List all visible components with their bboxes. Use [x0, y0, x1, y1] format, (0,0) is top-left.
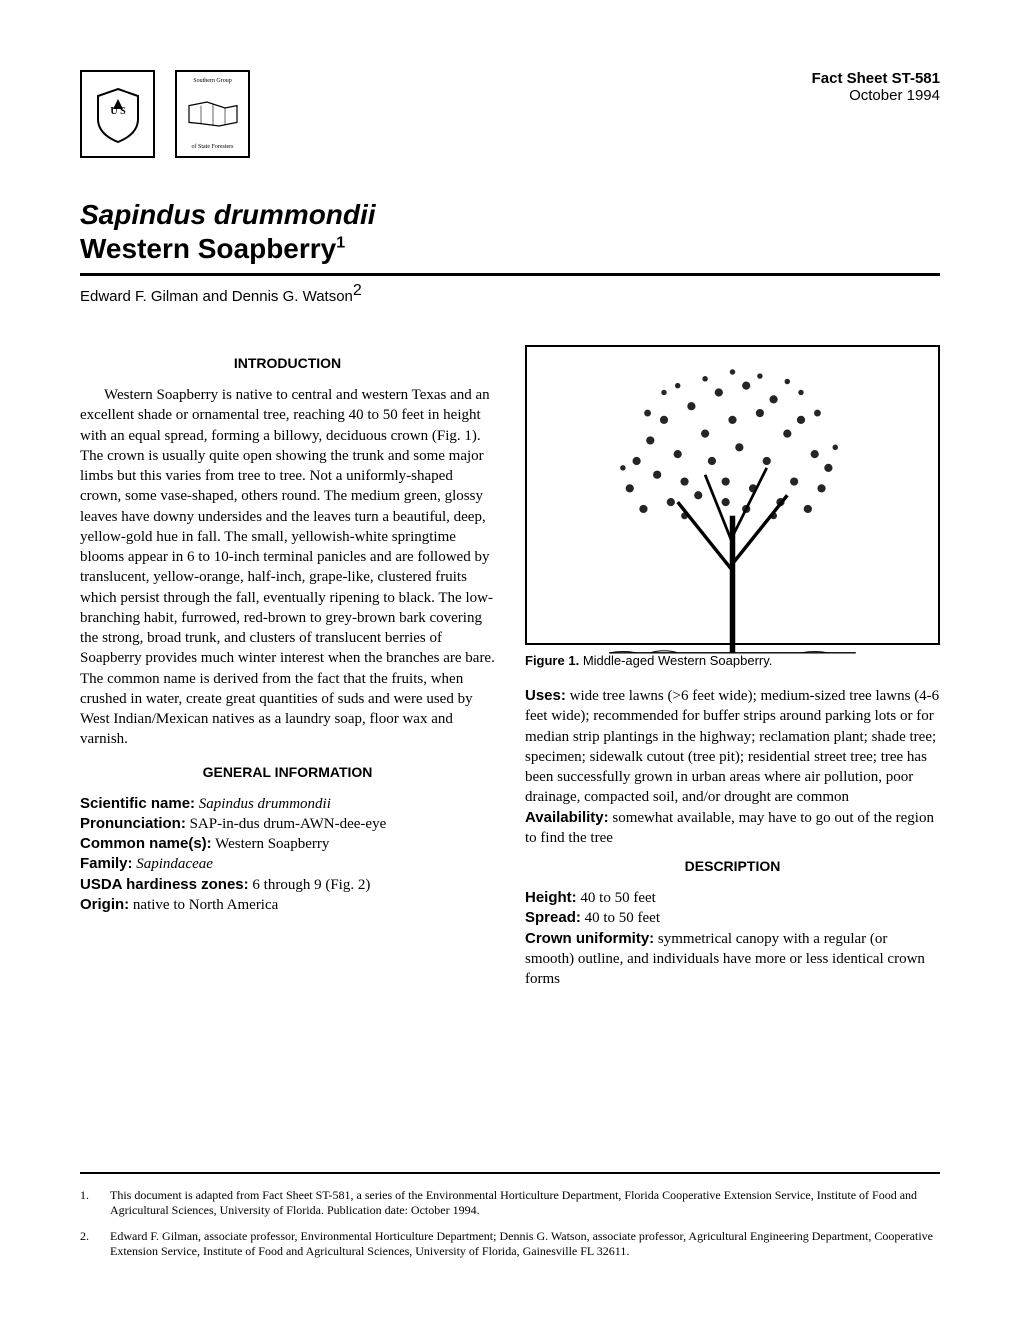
- scientific-name-label: Scientific name:: [80, 795, 195, 812]
- usda-zones-value: 6 through 9 (Fig. 2): [252, 877, 370, 893]
- scientific-name-value: Sapindus drummondii: [199, 796, 331, 812]
- introduction-paragraph: Western Soapberry is native to central a…: [80, 385, 495, 750]
- usda-zones-line: USDA hardiness zones: 6 through 9 (Fig. …: [80, 875, 495, 895]
- authors-line: Edward F. Gilman and Dennis G. Watson2: [80, 282, 940, 305]
- availability-line: Availability: somewhat available, may ha…: [525, 808, 940, 849]
- map-icon: [183, 84, 243, 144]
- common-names-value: Western Soapberry: [215, 836, 329, 852]
- figure-caption-text: Middle-aged Western Soapberry.: [583, 653, 773, 668]
- introduction-heading: INTRODUCTION: [80, 355, 495, 371]
- height-label: Height:: [525, 889, 577, 906]
- origin-line: Origin: native to North America: [80, 895, 495, 915]
- height-value: 40 to 50 feet: [580, 890, 655, 906]
- crown-uniformity-label: Crown uniformity:: [525, 930, 654, 947]
- spread-label: Spread:: [525, 909, 581, 926]
- footnote-1-text: This document is adapted from Fact Sheet…: [110, 1188, 940, 1219]
- common-names-line: Common name(s): Western Soapberry: [80, 834, 495, 854]
- pronunciation-line: Pronunciation: SAP-in-dus drum-AWN-dee-e…: [80, 814, 495, 834]
- fact-sheet-number: Fact Sheet ST-581: [812, 70, 940, 87]
- title-superscript: 1: [336, 234, 345, 251]
- footnote-rule: [80, 1172, 940, 1174]
- pronunciation-label: Pronunciation:: [80, 815, 186, 832]
- forest-service-logo: U S: [80, 70, 155, 158]
- title-rule: [80, 273, 940, 276]
- origin-label: Origin:: [80, 896, 129, 913]
- footnote-2: 2. Edward F. Gilman, associate professor…: [80, 1229, 940, 1260]
- southern-group-logo: Southern Group of State Foresters: [175, 70, 250, 158]
- publication-date: October 1994: [812, 87, 940, 104]
- family-line: Family: Sapindaceae: [80, 854, 495, 874]
- right-column: Figure 1. Middle-aged Western Soapberry.…: [525, 345, 940, 989]
- usda-zones-label: USDA hardiness zones:: [80, 876, 249, 893]
- family-label: Family:: [80, 855, 133, 872]
- footnote-2-number: 2.: [80, 1229, 110, 1260]
- crown-uniformity-line: Crown uniformity: symmetrical canopy wit…: [525, 929, 940, 990]
- origin-value: native to North America: [133, 897, 278, 913]
- scientific-name-title: Sapindus drummondii: [80, 198, 940, 232]
- uses-label: Uses:: [525, 687, 566, 704]
- spread-line: Spread: 40 to 50 feet: [525, 908, 940, 928]
- logo-text-bottom: of State Foresters: [192, 144, 234, 150]
- shield-icon: U S: [88, 84, 148, 144]
- footnote-1-number: 1.: [80, 1188, 110, 1219]
- common-name-title: Western Soapberry1: [80, 232, 940, 266]
- uses-line: Uses: wide tree lawns (>6 feet wide); me…: [525, 686, 940, 808]
- description-heading: DESCRIPTION: [525, 858, 940, 874]
- header-row: U S Southern Group of State Foresters Fa…: [80, 70, 940, 158]
- header-right: Fact Sheet ST-581 October 1994: [812, 70, 940, 104]
- scientific-name-line: Scientific name: Sapindus drummondii: [80, 794, 495, 814]
- footnote-2-text: Edward F. Gilman, associate professor, E…: [110, 1229, 940, 1260]
- title-block: Sapindus drummondii Western Soapberry1: [80, 198, 940, 265]
- availability-label: Availability:: [525, 809, 609, 826]
- family-value: Sapindaceae: [136, 856, 213, 872]
- tree-icon: [527, 324, 938, 667]
- footnote-1: 1. This document is adapted from Fact Sh…: [80, 1188, 940, 1219]
- figure-1-box: [525, 345, 940, 645]
- spread-value: 40 to 50 feet: [585, 910, 660, 926]
- pronunciation-value: SAP-in-dus drum-AWN-dee-eye: [190, 816, 387, 832]
- left-column: INTRODUCTION Western Soapberry is native…: [80, 345, 495, 989]
- common-name-text: Western Soapberry: [80, 233, 336, 264]
- authors-text: Edward F. Gilman and Dennis G. Watson: [80, 288, 353, 305]
- footnotes: 1. This document is adapted from Fact Sh…: [80, 1172, 940, 1270]
- two-column-layout: INTRODUCTION Western Soapberry is native…: [80, 345, 940, 989]
- authors-superscript: 2: [353, 282, 362, 299]
- height-line: Height: 40 to 50 feet: [525, 888, 940, 908]
- figure-label: Figure 1.: [525, 653, 579, 668]
- common-names-label: Common name(s):: [80, 835, 212, 852]
- logos-container: U S Southern Group of State Foresters: [80, 70, 250, 158]
- general-information-heading: GENERAL INFORMATION: [80, 764, 495, 780]
- uses-value: wide tree lawns (>6 feet wide); medium-s…: [525, 688, 939, 805]
